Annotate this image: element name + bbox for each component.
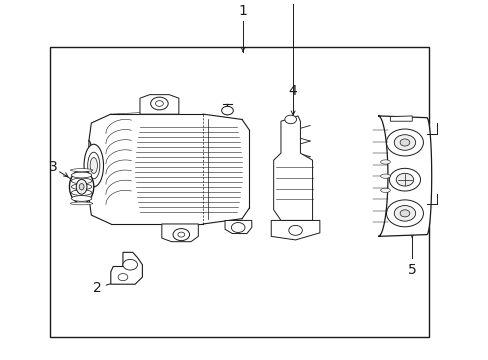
Circle shape (221, 106, 233, 115)
Text: 2: 2 (93, 281, 102, 295)
Circle shape (388, 168, 420, 191)
Circle shape (122, 260, 137, 270)
Circle shape (386, 129, 423, 156)
Circle shape (393, 206, 415, 221)
Ellipse shape (87, 152, 100, 179)
Circle shape (285, 115, 296, 124)
Polygon shape (271, 220, 319, 240)
Circle shape (231, 222, 244, 233)
Text: 4: 4 (288, 84, 297, 98)
Ellipse shape (71, 195, 92, 201)
Ellipse shape (71, 190, 92, 195)
Ellipse shape (71, 184, 92, 190)
Ellipse shape (71, 172, 92, 178)
Polygon shape (377, 116, 431, 237)
Text: 1: 1 (238, 4, 247, 18)
Ellipse shape (79, 184, 84, 190)
Polygon shape (273, 116, 312, 220)
Circle shape (155, 101, 163, 106)
Circle shape (288, 225, 302, 235)
Ellipse shape (69, 170, 94, 204)
Ellipse shape (70, 169, 93, 171)
Polygon shape (389, 116, 411, 121)
Ellipse shape (380, 160, 389, 164)
Circle shape (386, 200, 423, 227)
Circle shape (395, 173, 413, 186)
Polygon shape (162, 224, 198, 242)
Text: 5: 5 (407, 263, 416, 277)
Text: 3: 3 (49, 160, 58, 174)
Polygon shape (111, 252, 142, 284)
Polygon shape (140, 95, 179, 114)
Ellipse shape (380, 188, 389, 193)
Circle shape (173, 229, 189, 240)
Ellipse shape (70, 202, 93, 205)
Ellipse shape (380, 174, 389, 178)
Ellipse shape (71, 178, 92, 184)
Circle shape (393, 135, 415, 150)
Circle shape (118, 274, 127, 281)
Circle shape (150, 97, 168, 110)
Circle shape (399, 139, 409, 146)
Circle shape (178, 232, 184, 237)
Polygon shape (224, 220, 251, 234)
Ellipse shape (76, 179, 87, 194)
Circle shape (399, 210, 409, 217)
Bar (50, 47, 428, 337)
Ellipse shape (90, 158, 97, 174)
Ellipse shape (84, 144, 103, 187)
